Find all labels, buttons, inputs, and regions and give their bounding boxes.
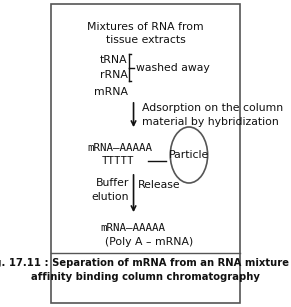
Text: Particle: Particle — [169, 150, 209, 160]
Text: Release: Release — [138, 180, 180, 190]
Text: Fig. 17.11 : Separation of mRNA from an RNA mixture by
affinity binding column c: Fig. 17.11 : Separation of mRNA from an … — [0, 258, 291, 282]
Text: Buffer
elution: Buffer elution — [91, 178, 129, 202]
Text: tRNA: tRNA — [100, 55, 127, 65]
Text: Adsorption on the column
material by hybridization: Adsorption on the column material by hyb… — [142, 103, 283, 126]
Text: washed away: washed away — [136, 63, 210, 73]
Circle shape — [170, 127, 208, 183]
Text: mRNA: mRNA — [93, 87, 127, 97]
Text: rRNA: rRNA — [100, 70, 127, 80]
Text: Mixtures of RNA from
tissue extracts: Mixtures of RNA from tissue extracts — [87, 22, 204, 45]
Text: TTTTT: TTTTT — [102, 156, 135, 166]
Text: mRNA—AAAAA: mRNA—AAAAA — [101, 223, 166, 233]
Text: (Poly A – mRNA): (Poly A – mRNA) — [106, 237, 194, 247]
Text: mRNA—AAAAA: mRNA—AAAAA — [88, 143, 152, 153]
